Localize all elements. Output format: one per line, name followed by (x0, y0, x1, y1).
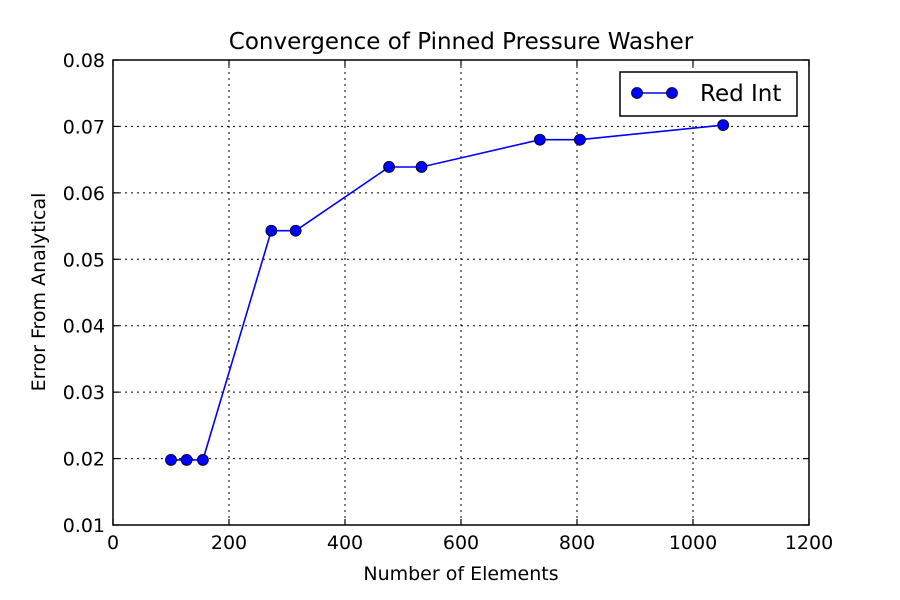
x-tick-label: 400 (327, 532, 363, 554)
ticks: 0 200 400 600 800 1000 1200 0.01 0.02 0.03 0.04 0.0… (63, 50, 833, 554)
y-tick-label: 0.06 (63, 183, 105, 205)
data-point (415, 161, 428, 173)
x-tick-label: 800 (559, 532, 595, 554)
data-point (717, 119, 730, 131)
legend-marker (666, 87, 678, 99)
x-tick-label: 0 (107, 532, 119, 554)
data-point (165, 453, 177, 466)
y-tick-label: 0.02 (63, 449, 105, 471)
x-tick-label: 1200 (785, 532, 833, 554)
chart-title: Convergence of Pinned Pressure Washer (229, 29, 694, 55)
legend-label: Red Int (700, 81, 781, 107)
y-axis-label: Error From Analytical (28, 193, 50, 392)
data-point (265, 224, 278, 237)
data-point (574, 133, 586, 146)
y-tick-label: 0.08 (63, 50, 105, 72)
data-point (289, 224, 302, 237)
series-layer (165, 119, 730, 466)
y-tick-label: 0.04 (63, 316, 105, 338)
legend-marker (631, 87, 643, 99)
y-tick-label: 0.03 (63, 382, 105, 404)
y-tick-label: 0.07 (63, 116, 105, 138)
grid (112, 59, 810, 526)
legend-box (619, 71, 798, 117)
series-line (171, 124, 724, 461)
data-point (196, 453, 209, 466)
y-tick-label: 0.05 (63, 249, 105, 271)
x-tick-label: 1000 (669, 532, 717, 554)
plot-area-frame (112, 59, 810, 526)
x-tick-label: 600 (443, 532, 479, 554)
data-point (533, 133, 546, 146)
x-axis-label: Number of Elements (363, 563, 558, 585)
data-point (180, 453, 193, 466)
x-tick-label: 200 (211, 532, 247, 554)
data-point (383, 161, 395, 173)
legend: Red Int (619, 71, 798, 117)
y-tick-label: 0.01 (63, 515, 105, 537)
